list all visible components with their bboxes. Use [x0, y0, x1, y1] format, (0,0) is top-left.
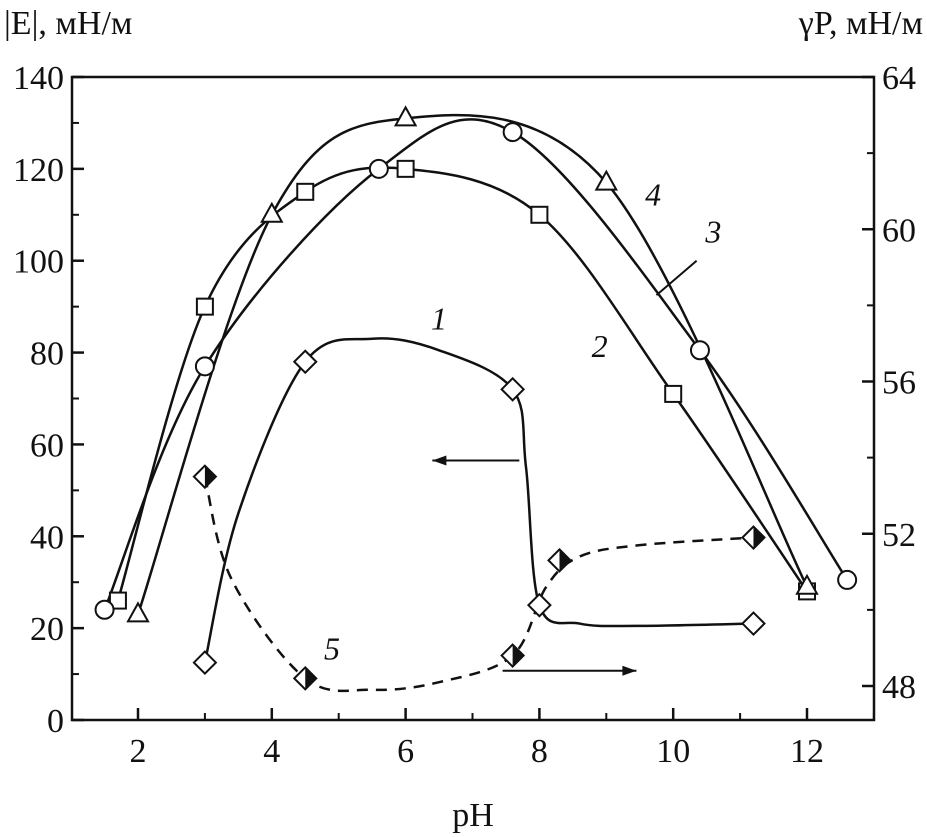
data-point-2 — [195, 297, 214, 316]
data-point-4 — [795, 573, 819, 595]
y-left-tick-label: 80 — [30, 336, 64, 373]
labels-group: 1 2 3 4 5 — [324, 177, 721, 676]
y-left-tick-label: 60 — [30, 427, 64, 464]
series-label-5: 5 — [324, 630, 340, 666]
data-point-5-fill — [204, 465, 216, 488]
series-label-2: 2 — [592, 328, 608, 364]
series-label-4: 4 — [645, 177, 661, 213]
series-line-5 — [203, 476, 754, 693]
data-point-2 — [664, 384, 683, 403]
y-right-tick-label: 52 — [882, 517, 916, 554]
data-point-1 — [192, 650, 218, 676]
data-point-1 — [500, 376, 526, 402]
y-left-tick-label: 40 — [30, 519, 64, 556]
data-point-5-fill — [559, 549, 571, 572]
y-right-tick-label: 60 — [882, 212, 916, 249]
data-point-4 — [594, 169, 618, 191]
y-left-tick-label: 100 — [13, 244, 64, 281]
x-tick-label: 12 — [790, 733, 824, 770]
data-point-3 — [368, 158, 389, 179]
data-point-4 — [126, 601, 150, 623]
arrowhead-right — [622, 665, 637, 676]
x-tick-label: 8 — [531, 733, 548, 770]
data-point-1 — [741, 611, 766, 636]
markers-group — [94, 105, 858, 691]
y-right-tick-label: 64 — [882, 60, 916, 97]
series-line-4 — [136, 113, 809, 615]
y-right-tick-label: 48 — [882, 669, 916, 706]
y-right-label: γP, мН/м — [798, 5, 923, 42]
y-left-tick-label: 140 — [13, 60, 64, 97]
data-point-2 — [396, 159, 415, 178]
x-tick-label: 10 — [656, 733, 690, 770]
data-point-1 — [526, 592, 552, 618]
series-line-1 — [203, 337, 754, 663]
data-point-3 — [94, 599, 115, 620]
series-line-3 — [103, 118, 849, 611]
data-point-4 — [260, 201, 284, 223]
arrowhead-left — [432, 455, 447, 466]
x-tick-label: 4 — [263, 733, 280, 770]
data-point-1 — [292, 349, 318, 375]
y-left-tick-label: 120 — [13, 152, 64, 189]
data-point-2 — [108, 591, 127, 610]
data-point-3 — [689, 340, 710, 361]
data-point-3 — [837, 569, 858, 590]
data-point-3 — [194, 356, 215, 377]
x-axis-label: pH — [452, 797, 494, 834]
data-point-3 — [502, 122, 523, 143]
data-point-2 — [296, 182, 315, 201]
series-group — [103, 113, 849, 693]
series-label-1: 1 — [431, 301, 447, 337]
series-3-leader-line — [655, 259, 698, 296]
y-left-tick-label: 20 — [30, 611, 64, 648]
data-point-5-fill — [305, 667, 317, 690]
series-line-2 — [116, 166, 809, 601]
y-right-tick-label: 56 — [882, 365, 916, 402]
x-tick-label: 2 — [130, 733, 147, 770]
data-point-5-fill — [753, 526, 765, 549]
y-left-label: |E|, мН/м — [4, 5, 132, 42]
data-point-2 — [530, 205, 549, 224]
x-tick-label: 6 — [397, 733, 414, 770]
data-point-5-fill — [512, 644, 524, 667]
series-label-3: 3 — [704, 213, 721, 249]
data-point-4 — [393, 105, 418, 127]
y-left-tick-label: 0 — [47, 703, 64, 740]
